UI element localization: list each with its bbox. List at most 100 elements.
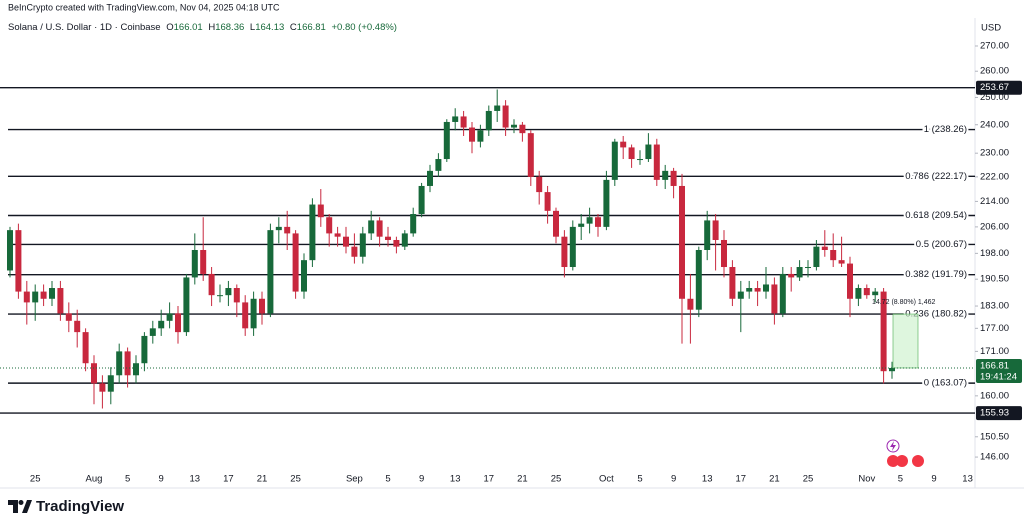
x-tick-label: 25 — [30, 474, 41, 485]
ohlc-label: O — [166, 22, 173, 33]
event-icon — [912, 455, 924, 467]
candle-body — [737, 291, 744, 299]
candle-body — [687, 298, 694, 310]
candle-body — [410, 214, 417, 234]
candle-body — [611, 141, 618, 180]
x-tick-label: 21 — [257, 474, 268, 485]
x-tick-label: 9 — [159, 474, 164, 485]
legend: Solana / U.S. Dollar · 1D · Coinbase O16… — [8, 22, 397, 33]
candle-body — [259, 298, 265, 314]
x-tick-label: Aug — [86, 474, 103, 485]
x-tick-label: Sep — [346, 474, 363, 485]
candle-body — [771, 284, 778, 314]
candle-body — [284, 226, 291, 234]
candle-body — [385, 236, 391, 240]
y-tick-label: 270.00 — [980, 41, 1009, 52]
x-tick-label: 17 — [223, 474, 234, 485]
candle-body — [805, 267, 811, 269]
currency: USD — [981, 23, 1001, 34]
ohlc-value: 164.13 — [255, 22, 284, 33]
x-tick-label: 21 — [769, 474, 780, 485]
candle-body — [494, 105, 501, 111]
level-tag-label: 155.93 — [980, 408, 1009, 419]
candle-body — [511, 124, 517, 128]
x-tick-label: 5 — [898, 474, 903, 485]
candle-body — [267, 230, 274, 314]
candle-body — [796, 267, 803, 278]
x-tick-label: 5 — [125, 474, 130, 485]
fib-label: 0.382 (191.79) — [905, 269, 967, 280]
candle-body — [477, 130, 484, 142]
y-tick-label: 171.00 — [980, 346, 1009, 357]
candle-body — [586, 217, 593, 224]
price-tag-label: 166.81 — [980, 360, 1009, 371]
y-tick-label: 177.00 — [980, 323, 1009, 334]
candle-body — [527, 133, 534, 177]
logo-mark — [22, 500, 32, 513]
candle-body — [217, 295, 223, 297]
logo-mark — [8, 500, 18, 513]
candle-body — [368, 220, 375, 234]
x-tick-label: 13 — [450, 474, 461, 485]
x-tick-label: 17 — [484, 474, 495, 485]
candle-body — [645, 144, 652, 160]
candle-body — [553, 210, 559, 237]
ohlc-value: 166.01 — [174, 22, 203, 33]
candle-body — [620, 141, 627, 148]
candle-body — [233, 288, 240, 303]
candle-body — [183, 277, 190, 333]
candle-body — [65, 313, 72, 321]
candle-body — [813, 246, 820, 268]
x-tick-label: 13 — [702, 474, 713, 485]
ohlc-value: 166.81 — [297, 22, 326, 33]
candle-body — [141, 335, 148, 364]
level-tag — [976, 80, 1022, 95]
fib-label: 0.5 (200.67) — [916, 239, 967, 250]
y-tick-label: 190.50 — [980, 274, 1009, 285]
candle-body — [91, 363, 97, 384]
candle-body — [158, 320, 165, 329]
candle-body — [200, 249, 207, 274]
candle-body — [393, 239, 400, 247]
x-tick-label: 13 — [962, 474, 973, 485]
candle-body — [149, 328, 156, 336]
y-tick-label: 198.00 — [980, 248, 1009, 259]
ohlc-label: H — [208, 22, 215, 33]
countdown: 19:41:24 — [980, 371, 1017, 382]
fib-label: 0.786 (222.17) — [905, 171, 967, 182]
candle-body — [7, 230, 13, 271]
x-tick-label: 13 — [190, 474, 201, 485]
candle-body — [343, 236, 349, 247]
event-icons — [886, 439, 924, 467]
x-tick-label: Nov — [858, 474, 875, 485]
x-tick-label: 25 — [290, 474, 301, 485]
candle-body — [107, 375, 114, 392]
candle-body — [99, 383, 106, 392]
x-tick-label: 9 — [671, 474, 676, 485]
candle-body — [301, 260, 307, 292]
candle-body — [662, 170, 669, 180]
candle-body — [334, 233, 341, 237]
candle-body — [502, 105, 509, 128]
ohlc-value: 168.36 — [215, 22, 244, 33]
candle-body — [452, 116, 459, 122]
event-icon — [890, 441, 896, 451]
symbol-title: Solana / U.S. Dollar · 1D · Coinbase — [8, 22, 161, 33]
y-tick-label: 146.00 — [980, 452, 1009, 463]
x-tick-label: 21 — [517, 474, 528, 485]
candle-body — [435, 159, 442, 171]
candle-body — [779, 273, 786, 314]
candle-body — [544, 192, 551, 211]
level-tag-label: 253.67 — [980, 82, 1009, 93]
x-tick-label: 25 — [803, 474, 814, 485]
candle-body — [32, 291, 39, 303]
candle-body — [637, 159, 643, 161]
candle-body — [821, 246, 828, 250]
candle-body — [746, 288, 753, 292]
price-tag — [976, 358, 1022, 383]
candle-body — [23, 291, 30, 303]
candle-body — [418, 185, 425, 215]
candle-body — [351, 246, 358, 257]
